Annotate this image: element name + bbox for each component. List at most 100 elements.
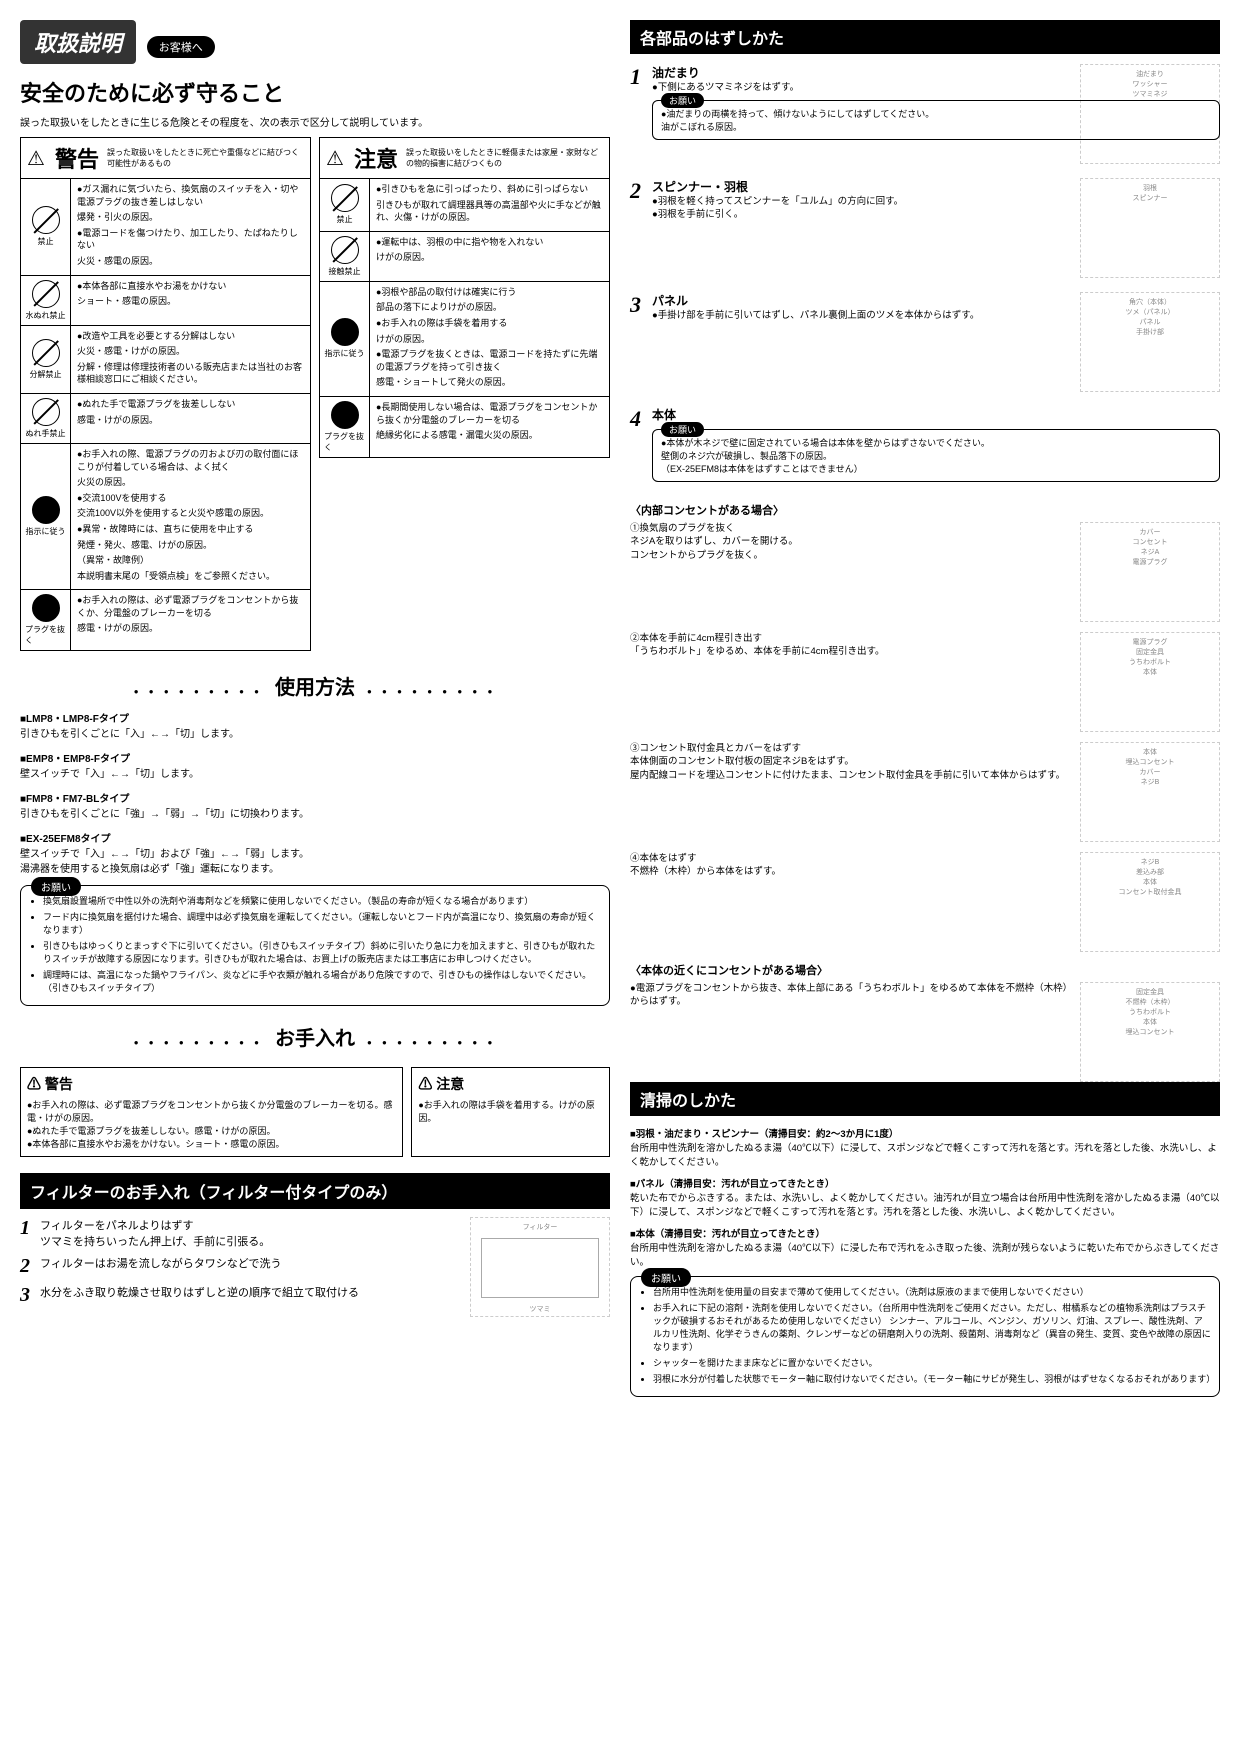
- internal-step: ④本体をはずす不燃枠（木枠）から本体をはずす。ネジB差込み部本体コンセント取付金…: [630, 852, 1220, 952]
- nearby-outlet-title: 〈本体の近くにコンセントがある場合〉: [630, 962, 1220, 978]
- row-icon: 水ぬれ禁止: [21, 276, 71, 325]
- filter-diagram: フィルター ツマミ: [470, 1217, 610, 1317]
- row-text: ●羽根や部品の取付けは確実に行う部品の落下によりけがの原因。●お手入れの際は手袋…: [370, 282, 609, 396]
- safety-intro: 誤った取扱いをしたときに生じる危険とその程度を、次の表示で区分して説明しています…: [20, 114, 610, 129]
- usage-type: ■FMP8・FM7-BLタイプ引きひもを引くごとに「強」→「弱」→「切」に切換わ…: [20, 790, 610, 820]
- row-icon: ぬれ手禁止: [21, 394, 71, 443]
- cleaning-onegai-item: お手入れに下記の溶剤・洗剤を使用しないでください。（台所用中性洗剤をご使用くださ…: [653, 1301, 1211, 1353]
- part-diagram: 角穴（本体）ツメ（パネル）パネル手掛け部: [1080, 292, 1220, 392]
- warning-icon: ⚠: [21, 144, 51, 173]
- warning-box: ⚠ 警告 誤った取扱いをしたときに死亡や重傷などに結びつく可能性があるもの 禁止…: [20, 137, 311, 651]
- warn-row: 接触禁止●運転中は、羽根の中に指や物を入れないけがの原因。: [320, 232, 609, 282]
- cleaning-item: ■羽根・油だまり・スピンナー（清掃目安：約2〜3か月に1度）台所用中性洗剤を溶か…: [630, 1126, 1220, 1168]
- warn-row: 禁止●ガス漏れに気づいたら、換気扇のスイッチを入・切や電源プラグの抜き差しはしな…: [21, 179, 310, 276]
- main-title: 取扱説明: [20, 20, 136, 64]
- part-item: 1油だまりワッシャーツマミネジ油だまり●下側にあるツマミネジをはずす。お願い●油…: [630, 64, 1220, 164]
- step-diagram: 本体埋込コンセントカバーネジB: [1080, 742, 1220, 842]
- maint-warn-label: 警告: [45, 1076, 73, 1092]
- onegai-item: 換気扇設置場所で中性以外の洗剤や消毒剤などを頻繁に使用しないでください。（製品の…: [43, 894, 601, 907]
- part-onegai: お願い●油だまりの両横を持って、傾けないようにしてはずしてください。油がこぼれる…: [652, 100, 1220, 140]
- part-diagram: 羽根スピンナー: [1080, 178, 1220, 278]
- row-icon: 分解禁止: [21, 326, 71, 393]
- cleaning-title: 清掃のしかた: [630, 1082, 1220, 1116]
- usage-type: ■EMP8・EMP8-Fタイプ壁スイッチで「入」←→「切」します。: [20, 750, 610, 780]
- cleaning-item: ■本体（清掃目安：汚れが目立ってきたとき）台所用中性洗剤を溶かしたぬるま湯（40…: [630, 1226, 1220, 1268]
- onegai-item: 調理時には、高温になった鍋やフライパン、炎などに手や衣類が触れる場合があり危険で…: [43, 968, 601, 994]
- row-text: ●運転中は、羽根の中に指や物を入れないけがの原因。: [370, 232, 609, 281]
- warning-label: 警告: [51, 138, 103, 178]
- row-icon: 接触禁止: [320, 232, 370, 281]
- internal-step: ③コンセント取付金具とカバーをはずす本体側面のコンセント取付板の固定ネジBをはず…: [630, 742, 1220, 842]
- caution-box: ⚠ 注意 誤った取扱いをしたときに軽傷または家屋・家財などの物的損害に結びつくも…: [319, 137, 610, 458]
- warn-row: プラグを抜く●長期間使用しない場合は、電源プラグをコンセントから抜くか分電盤のブ…: [320, 397, 609, 457]
- maint-caution-item: ●お手入れの際は手袋を着用する。けがの原因。: [418, 1098, 603, 1124]
- safety-title: 安全のために必ず守ること: [20, 76, 610, 108]
- internal-step: ②本体を手前に4cm程引き出す「うちわボルト」をゆるめ、本体を手前に4cm程引き…: [630, 632, 1220, 732]
- cleaning-item: ■パネル（清掃目安：汚れが目立ってきたとき）乾いた布でからぶきする。または、水洗…: [630, 1176, 1220, 1218]
- row-icon: プラグを抜く: [21, 590, 71, 650]
- row-text: ●お手入れの際は、必ず電源プラグをコンセントから抜くか、分電盤のブレーカーを切る…: [71, 590, 310, 650]
- usage-title: 使用方法: [20, 671, 610, 700]
- cleaning-onegai-item: 羽根に水分が付着した状態でモーター軸に取付けないでください。（モーター軸にサビが…: [653, 1372, 1211, 1385]
- nearby-diagram: 固定金具不燃枠（木枠）うちわボルト本体埋込コンセント: [1080, 982, 1220, 1082]
- maintenance-title: お手入れ: [20, 1022, 610, 1051]
- row-icon: 指示に従う: [21, 444, 71, 589]
- part-onegai: お願い●本体が木ネジで壁に固定されている場合は本体を壁からはずさないでください。…: [652, 429, 1220, 482]
- step-diagram: 電源プラグ固定金具うちわボルト本体: [1080, 632, 1220, 732]
- row-text: ●お手入れの際、電源プラグの刃および刃の取付面にほこりが付着している場合は、よく…: [71, 444, 310, 589]
- filter-step: 2フィルターはお湯を流しながらタワシなどで洗う: [20, 1255, 462, 1278]
- usage-type: ■LMP8・LMP8-Fタイプ引きひもを引くごとに「入」←→「切」します。: [20, 710, 610, 740]
- warn-row: 水ぬれ禁止●本体各部に直接水やお湯をかけないショート・感電の原因。: [21, 276, 310, 326]
- row-icon: 禁止: [320, 179, 370, 231]
- step-diagram: ネジB差込み部本体コンセント取付金具: [1080, 852, 1220, 952]
- usage-onegai: お願い 換気扇設置場所で中性以外の洗剤や消毒剤などを頻繁に使用しないでください。…: [20, 885, 610, 1006]
- onegai-label: お願い: [31, 877, 81, 896]
- maint-warning: ⚠ 警告 ●お手入れの際は、必ず電源プラグをコンセントから抜くか分電盤のブレーカ…: [20, 1067, 403, 1157]
- warn-row: プラグを抜く●お手入れの際は、必ず電源プラグをコンセントから抜くか、分電盤のブレ…: [21, 590, 310, 650]
- parts-title: 各部品のはずしかた: [630, 20, 1220, 54]
- maint-warn-item: ●本体各部に直接水やお湯をかけない。ショート・感電の原因。: [27, 1137, 396, 1150]
- step-diagram: カバーコンセントネジA電源プラグ: [1080, 522, 1220, 622]
- row-icon: 禁止: [21, 179, 71, 275]
- row-text: ●ぬれた手で電源プラグを抜差ししない感電・けがの原因。: [71, 394, 310, 443]
- caution-icon: ⚠: [320, 144, 350, 173]
- usage-type: ■EX-25EFM8タイプ壁スイッチで「入」←→「切」および「強」←→「弱」しま…: [20, 830, 610, 875]
- part-item: 3角穴（本体）ツメ（パネル）パネル手掛け部パネル●手掛け部を手前に引いてはずし、…: [630, 292, 1220, 392]
- warn-row: 指示に従う●羽根や部品の取付けは確実に行う部品の落下によりけがの原因。●お手入れ…: [320, 282, 609, 397]
- filter-step: 1フィルターをパネルよりはずすツマミを持ちいったん押上げ、手前に引張る。: [20, 1217, 462, 1249]
- warn-row: 禁止●引きひもを急に引っぱったり、斜めに引っぱらない引きひもが取れて調理器具等の…: [320, 179, 609, 232]
- tab-label: ツマミ: [475, 1304, 605, 1314]
- onegai-item: 引きひもはゆっくりとまっすぐ下に引いてください。（引きひもスイッチタイプ）斜めに…: [43, 939, 601, 965]
- row-text: ●本体各部に直接水やお湯をかけないショート・感電の原因。: [71, 276, 310, 325]
- row-icon: プラグを抜く: [320, 397, 370, 457]
- caution-desc: 誤った取扱いをしたときに軽傷または家屋・家財などの物的損害に結びつくもの: [402, 143, 609, 173]
- part-item: 2羽根スピンナースピンナー・羽根●羽根を軽く持ってスピンナーを「ユルム」の方向に…: [630, 178, 1220, 278]
- filter-step: 3水分をふき取り乾燥させ取りはずしと逆の順序で組立て取付ける: [20, 1284, 462, 1307]
- row-text: ●長期間使用しない場合は、電源プラグをコンセントから抜くか分電盤のブレーカーを切…: [370, 397, 609, 457]
- maint-caution-label: 注意: [436, 1076, 464, 1092]
- warn-row: 分解禁止●改造や工具を必要とする分解はしない火災・感電・けがの原因。分解・修理は…: [21, 326, 310, 394]
- filter-title: フィルターのお手入れ（フィルター付タイプのみ）: [20, 1173, 610, 1209]
- filter-label: フィルター: [475, 1222, 605, 1232]
- onegai-item: フード内に換気扇を据付けた場合、調理中は必ず換気扇を運転してください。（運転しな…: [43, 910, 601, 936]
- maint-warn-item: ●ぬれた手で電源プラグを抜差ししない。感電・けがの原因。: [27, 1124, 396, 1137]
- warn-row: ぬれ手禁止●ぬれた手で電源プラグを抜差ししない感電・けがの原因。: [21, 394, 310, 444]
- customer-label: お客様へ: [147, 36, 215, 58]
- nearby-text: ●電源プラグをコンセントから抜き、本体上部にある「うちわボルト」をゆるめて本体を…: [630, 982, 1072, 1082]
- cleaning-onegai-item: 台所用中性洗剤を使用量の目安まで薄めて使用してください。（洗剤は原液のままで使用…: [653, 1285, 1211, 1298]
- maint-caution: ⚠ 注意 ●お手入れの際は手袋を着用する。けがの原因。: [411, 1067, 610, 1157]
- cleaning-onegai: お願い 台所用中性洗剤を使用量の目安まで薄めて使用してください。（洗剤は原液のま…: [630, 1276, 1220, 1397]
- row-icon: 指示に従う: [320, 282, 370, 396]
- caution-label: 注意: [350, 138, 402, 178]
- warning-desc: 誤った取扱いをしたときに死亡や重傷などに結びつく可能性があるもの: [103, 143, 310, 173]
- internal-step: ①換気扇のプラグを抜くネジAを取りはずし、カバーを開ける。コンセントからプラグを…: [630, 522, 1220, 622]
- part-item: 4本体お願い●本体が木ネジで壁に固定されている場合は本体を壁からはずさないでくだ…: [630, 406, 1220, 488]
- maint-warn-item: ●お手入れの際は、必ず電源プラグをコンセントから抜くか分電盤のブレーカーを切る。…: [27, 1098, 396, 1124]
- row-text: ●ガス漏れに気づいたら、換気扇のスイッチを入・切や電源プラグの抜き差しはしない爆…: [71, 179, 310, 275]
- onegai-label-2: お願い: [641, 1268, 691, 1287]
- row-text: ●改造や工具を必要とする分解はしない火災・感電・けがの原因。分解・修理は修理技術…: [71, 326, 310, 393]
- cleaning-onegai-item: シャッターを開けたまま床などに置かないでください。: [653, 1356, 1211, 1369]
- internal-outlet-title: 〈内部コンセントがある場合〉: [630, 502, 1220, 518]
- row-text: ●引きひもを急に引っぱったり、斜めに引っぱらない引きひもが取れて調理器具等の高温…: [370, 179, 609, 231]
- warn-row: 指示に従う●お手入れの際、電源プラグの刃および刃の取付面にほこりが付着している場…: [21, 444, 310, 590]
